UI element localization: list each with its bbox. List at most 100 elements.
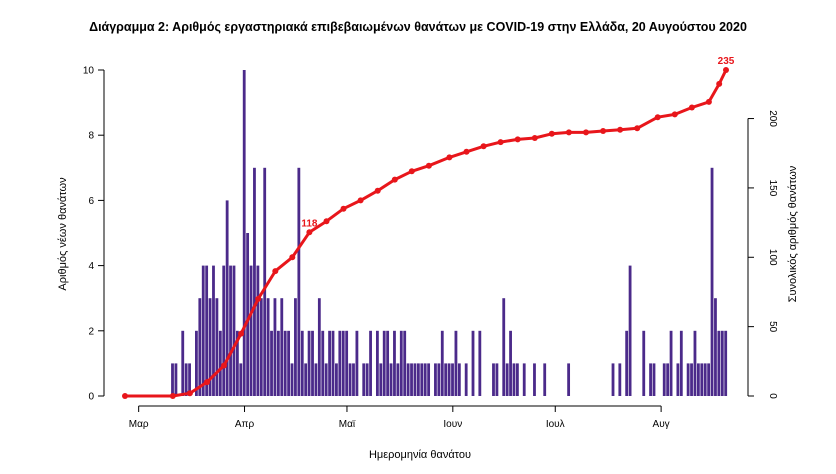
x-axis-tick-label: Ιουλ — [546, 419, 565, 430]
y2-axis-tick-label: 150 — [767, 180, 778, 197]
daily-deaths-bar — [294, 298, 297, 396]
daily-deaths-bar — [225, 200, 229, 396]
daily-deaths-bar — [505, 363, 509, 396]
y2-axis-tick-label: 0 — [767, 393, 778, 399]
daily-deaths-bar — [447, 363, 451, 396]
daily-deaths-bar — [218, 330, 222, 396]
cumulative-point — [323, 218, 330, 225]
cumulative-point — [688, 104, 695, 111]
daily-deaths-bar — [314, 363, 318, 396]
daily-deaths-bar — [263, 167, 267, 396]
daily-deaths-bar — [471, 330, 475, 396]
daily-deaths-bar — [690, 363, 693, 396]
daily-deaths-bar — [229, 265, 232, 396]
y-axis-tick-label: 4 — [88, 261, 94, 272]
daily-deaths-bar — [181, 330, 185, 396]
daily-deaths-bar — [379, 363, 383, 396]
daily-deaths-bar — [171, 363, 174, 396]
daily-deaths-bar — [389, 363, 393, 396]
daily-deaths-bar — [338, 330, 342, 396]
daily-deaths-bar — [696, 363, 700, 396]
daily-deaths-bar — [509, 330, 512, 396]
daily-deaths-bar — [348, 363, 352, 396]
daily-deaths-bar — [290, 363, 294, 396]
cumulative-point — [204, 379, 210, 386]
daily-deaths-bar — [543, 363, 547, 396]
cumulative-point — [186, 390, 193, 397]
daily-deaths-bar — [174, 363, 178, 396]
daily-deaths-bar — [502, 298, 506, 396]
cumulative-point — [238, 330, 245, 337]
cumulative-point — [634, 125, 641, 132]
daily-deaths-bar — [345, 330, 349, 396]
daily-deaths-bar — [212, 265, 215, 396]
daily-deaths-bar — [700, 363, 704, 396]
daily-deaths-bar — [304, 363, 308, 396]
x-axis-tick-label: Μαρ — [129, 419, 149, 430]
daily-deaths-bar — [256, 265, 260, 396]
cumulative-value-label: 118 — [301, 218, 318, 229]
x-axis-tick-label: Μαϊ — [339, 419, 356, 430]
cumulative-point — [583, 129, 589, 136]
daily-deaths-bar — [522, 363, 526, 396]
daily-deaths-bar — [393, 330, 396, 396]
daily-deaths-bar — [492, 363, 495, 396]
daily-deaths-bar — [423, 363, 427, 396]
daily-deaths-bar — [300, 330, 304, 396]
daily-deaths-bar — [321, 330, 325, 396]
daily-deaths-bar — [195, 330, 198, 396]
daily-deaths-bar — [341, 330, 345, 396]
cumulative-point — [548, 130, 555, 137]
daily-deaths-bar — [276, 330, 280, 396]
bars-layer — [171, 70, 728, 396]
cumulative-point — [425, 162, 432, 169]
cumulative-point — [671, 111, 678, 118]
daily-deaths-bar — [235, 330, 239, 396]
daily-deaths-bar — [369, 330, 372, 396]
daily-deaths-bar — [434, 363, 437, 396]
daily-deaths-bar — [362, 363, 366, 396]
daily-deaths-bar — [714, 298, 717, 396]
cumulative-point — [565, 129, 572, 136]
daily-deaths-bar — [259, 298, 263, 396]
x-axis-tick-label: Αυγ — [653, 419, 670, 430]
daily-deaths-bar — [703, 363, 707, 396]
daily-deaths-bar — [652, 363, 656, 396]
daily-deaths-bar — [642, 330, 646, 396]
cumulative-point — [272, 268, 279, 275]
y2-axis-tick-label: 50 — [767, 321, 778, 333]
cumulative-point — [514, 136, 521, 143]
daily-deaths-bar — [375, 330, 379, 396]
cumulative-point — [289, 254, 296, 261]
daily-deaths-bar — [266, 298, 270, 396]
daily-deaths-bar — [512, 363, 516, 396]
daily-deaths-bar — [307, 330, 311, 396]
daily-deaths-bar — [717, 330, 721, 396]
cumulative-point — [306, 229, 313, 236]
daily-deaths-bar — [454, 330, 458, 396]
cumulative-point — [340, 205, 347, 212]
cumulative-point — [654, 114, 661, 121]
daily-deaths-bar — [273, 298, 277, 396]
daily-deaths-bar — [567, 363, 571, 396]
cumulative-point — [705, 98, 712, 105]
daily-deaths-bar — [410, 363, 413, 396]
daily-deaths-bar — [249, 265, 253, 396]
daily-deaths-bar — [188, 363, 191, 396]
daily-deaths-bar — [280, 298, 284, 396]
daily-deaths-bar — [396, 363, 400, 396]
cumulative-line-layer: 118 235 — [122, 56, 735, 399]
daily-deaths-bar — [242, 70, 246, 396]
y-axis-tick-label: 0 — [88, 392, 94, 403]
cumulative-point — [716, 80, 723, 87]
daily-deaths-bar — [222, 265, 226, 396]
cumulative-point — [408, 168, 415, 175]
daily-deaths-bar — [444, 363, 448, 396]
daily-deaths-bar — [270, 330, 273, 396]
daily-deaths-bar — [628, 265, 632, 396]
daily-deaths-bar — [420, 363, 424, 396]
daily-deaths-bar — [403, 330, 407, 396]
